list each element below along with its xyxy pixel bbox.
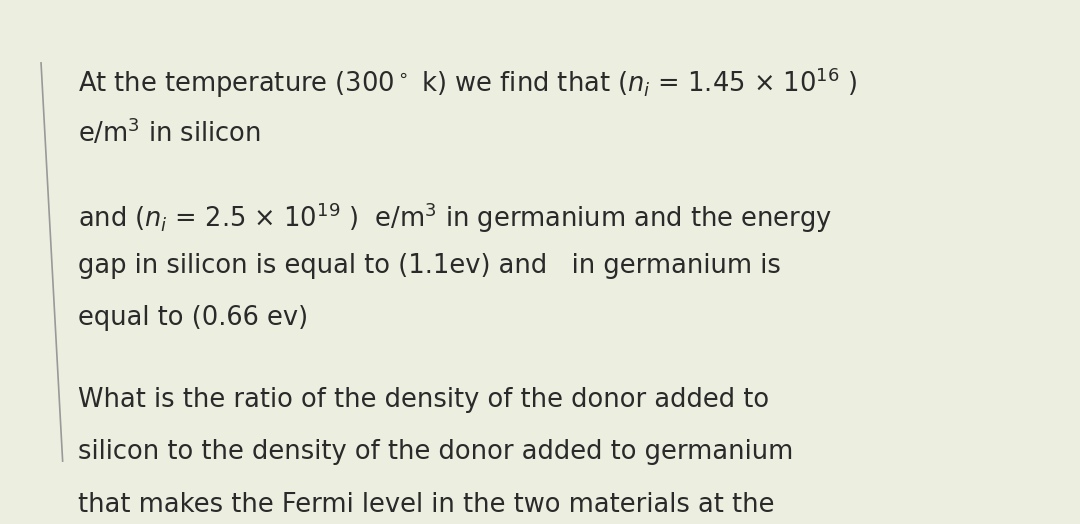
Text: silicon to the density of the donor added to germanium: silicon to the density of the donor adde…: [78, 439, 793, 465]
Text: At the temperature (300$^\circ$ k) we find that ($n_i$ = 1.45 $\times$ 10$^{16}$: At the temperature (300$^\circ$ k) we fi…: [78, 66, 858, 100]
Text: and ($n_i$ = 2.5 $\times$ 10$^{19}$ )  e/m$^3$ in germanium and the energy: and ($n_i$ = 2.5 $\times$ 10$^{19}$ ) e/…: [78, 200, 832, 235]
Text: e/m$^3$ in silicon: e/m$^3$ in silicon: [78, 118, 260, 148]
Text: equal to (0.66 ev): equal to (0.66 ev): [78, 305, 308, 331]
Text: that makes the Fermi level in the two materials at the: that makes the Fermi level in the two ma…: [78, 492, 774, 518]
Text: gap in silicon is equal to (1.1ev) and   in germanium is: gap in silicon is equal to (1.1ev) and i…: [78, 253, 781, 279]
Text: What is the ratio of the density of the donor added to: What is the ratio of the density of the …: [78, 387, 769, 413]
